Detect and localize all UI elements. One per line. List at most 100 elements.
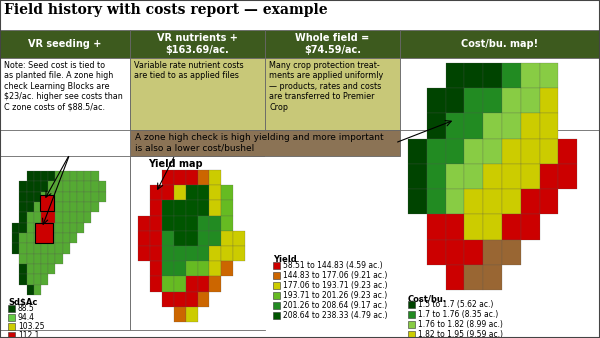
Bar: [221, 185, 233, 200]
Bar: [34, 254, 41, 264]
Bar: [48, 264, 55, 274]
Bar: [26, 202, 34, 212]
Bar: [12, 233, 19, 243]
Bar: [185, 292, 197, 307]
Bar: [138, 216, 150, 231]
Bar: [34, 202, 41, 212]
Bar: [185, 261, 197, 276]
Bar: [48, 192, 55, 202]
Bar: [48, 243, 55, 254]
Bar: [0, 58, 130, 130]
Bar: [539, 164, 559, 189]
Bar: [221, 216, 233, 231]
Bar: [19, 264, 26, 274]
Text: A zone high check is high yielding and more important
is also a lower cost/bushe: A zone high check is high yielding and m…: [135, 133, 383, 153]
Bar: [48, 233, 55, 243]
Bar: [12, 243, 19, 254]
Bar: [162, 170, 174, 185]
Bar: [55, 192, 62, 202]
Bar: [19, 233, 26, 243]
Bar: [197, 246, 209, 261]
Bar: [209, 276, 221, 292]
Bar: [150, 246, 162, 261]
Bar: [19, 254, 26, 264]
Bar: [12, 223, 19, 233]
Text: 201.26 to 208.64 (9.17 ac.): 201.26 to 208.64 (9.17 ac.): [283, 301, 387, 310]
Bar: [62, 212, 70, 223]
Bar: [265, 156, 400, 330]
Bar: [34, 192, 41, 202]
Bar: [19, 181, 26, 192]
Bar: [502, 189, 521, 214]
Bar: [26, 181, 34, 192]
Bar: [19, 192, 26, 202]
Bar: [464, 139, 483, 164]
Bar: [427, 114, 446, 139]
Bar: [70, 181, 77, 192]
Text: Yield map: Yield map: [148, 159, 203, 169]
Bar: [8, 305, 15, 312]
Bar: [233, 246, 245, 261]
Bar: [77, 223, 84, 233]
Bar: [162, 200, 174, 216]
Bar: [273, 262, 280, 269]
Bar: [77, 212, 84, 223]
Bar: [130, 58, 265, 130]
Text: 58.51 to 144.83 (4.59 ac.): 58.51 to 144.83 (4.59 ac.): [283, 261, 383, 270]
Bar: [19, 212, 26, 223]
Bar: [174, 276, 185, 292]
Bar: [55, 202, 62, 212]
Bar: [34, 274, 41, 285]
Bar: [162, 216, 174, 231]
Bar: [209, 170, 221, 185]
Bar: [48, 181, 55, 192]
Bar: [130, 130, 400, 156]
Bar: [446, 139, 464, 164]
Bar: [502, 214, 521, 240]
Bar: [19, 202, 26, 212]
Bar: [408, 164, 427, 189]
Bar: [55, 233, 62, 243]
Bar: [26, 264, 34, 274]
Bar: [446, 240, 464, 265]
Bar: [19, 274, 26, 285]
Text: Note: Seed cost is tied to
as planted file. A zone high
check Learning Blocks ar: Note: Seed cost is tied to as planted fi…: [4, 61, 123, 112]
Bar: [55, 171, 62, 181]
Bar: [427, 189, 446, 214]
Bar: [91, 192, 98, 202]
Bar: [464, 88, 483, 114]
Bar: [48, 212, 55, 223]
Text: Variable rate nutrient costs
are tied to as applied files: Variable rate nutrient costs are tied to…: [134, 61, 244, 80]
Bar: [483, 240, 502, 265]
Text: 103.25: 103.25: [18, 322, 44, 331]
Bar: [539, 63, 559, 88]
Bar: [8, 332, 15, 338]
Bar: [41, 181, 48, 192]
Bar: [427, 240, 446, 265]
Text: Sd$Ac: Sd$Ac: [8, 298, 37, 307]
Bar: [197, 216, 209, 231]
Text: 1.7 to 1.76 (8.35 ac.): 1.7 to 1.76 (8.35 ac.): [418, 310, 498, 319]
Bar: [84, 202, 91, 212]
Bar: [446, 265, 464, 290]
Text: 144.83 to 177.06 (9.21 ac.): 144.83 to 177.06 (9.21 ac.): [283, 271, 388, 280]
Bar: [265, 30, 400, 58]
Bar: [483, 164, 502, 189]
Text: 112.1: 112.1: [18, 331, 40, 338]
Bar: [197, 276, 209, 292]
Bar: [483, 214, 502, 240]
Bar: [70, 233, 77, 243]
Text: Field history with costs report — example: Field history with costs report — exampl…: [4, 3, 328, 17]
Bar: [174, 307, 185, 322]
Bar: [41, 243, 48, 254]
Bar: [41, 171, 48, 181]
Bar: [84, 181, 91, 192]
Bar: [130, 156, 265, 330]
Bar: [209, 231, 221, 246]
Bar: [162, 246, 174, 261]
Bar: [41, 192, 48, 202]
Bar: [26, 233, 34, 243]
Bar: [464, 63, 483, 88]
Bar: [91, 171, 98, 181]
Bar: [521, 214, 539, 240]
